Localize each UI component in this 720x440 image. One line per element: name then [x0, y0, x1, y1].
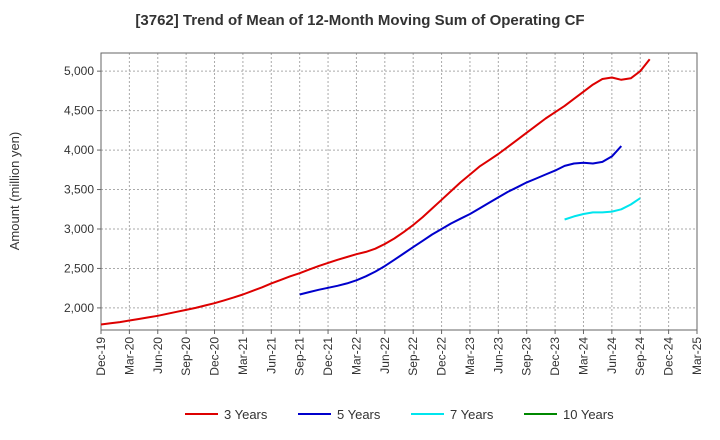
chart-title: [3762] Trend of Mean of 12-Month Moving … [135, 12, 585, 29]
x-tick-label: Mar-20 [122, 337, 136, 375]
y-axis-ticks: 2,000 2,500 3,000 3,500 4,000 4,500 5,000 [64, 64, 101, 315]
x-tick-label: Mar-22 [349, 337, 363, 375]
x-tick-label: Mar-25 [690, 337, 704, 375]
y-tick-label: 4,000 [64, 143, 94, 157]
x-tick-label: Jun-24 [605, 337, 619, 374]
x-tick-label: Jun-22 [378, 337, 392, 374]
x-tick-label: Sep-23 [520, 337, 534, 376]
legend-label: 3 Years [224, 407, 268, 422]
x-tick-label: Jun-21 [264, 337, 278, 374]
y-tick-label: 5,000 [64, 64, 94, 78]
x-tick-label: Sep-24 [633, 337, 647, 376]
series-line [564, 197, 641, 221]
x-tick-label: Mar-21 [236, 337, 250, 375]
legend-label: 7 Years [450, 407, 494, 422]
x-tick-label: Mar-23 [463, 337, 477, 375]
x-tick-label: Sep-20 [179, 337, 193, 376]
x-tick-label: Sep-21 [293, 337, 307, 376]
x-tick-label: Jun-20 [151, 337, 165, 374]
y-tick-label: 2,000 [64, 301, 94, 315]
plot-area [100, 52, 698, 331]
legend-label: 5 Years [337, 407, 381, 422]
series-line [299, 145, 623, 296]
y-axis-label: Amount (million yen) [7, 132, 22, 251]
x-tick-label: Jun-23 [491, 337, 505, 374]
x-tick-label: Dec-23 [548, 337, 562, 376]
legend-label: 10 Years [563, 407, 614, 422]
x-tick-label: Dec-24 [662, 337, 676, 376]
x-tick-label: Dec-19 [94, 337, 108, 376]
series-line [100, 58, 651, 326]
grid-lines [101, 53, 697, 330]
y-tick-label: 3,000 [64, 222, 94, 236]
y-tick-label: 4,500 [64, 104, 94, 118]
x-tick-label: Mar-24 [576, 337, 590, 375]
series-lines [100, 58, 651, 326]
y-tick-label: 2,500 [64, 261, 94, 275]
legend: 3 Years 5 Years 7 Years 10 Years [185, 407, 614, 422]
x-tick-label: Sep-22 [406, 337, 420, 376]
x-axis-ticks: Dec-19 Mar-20 Jun-20 Sep-20 Dec-20 Mar-21 Jun-… [94, 330, 704, 376]
x-tick-label: Dec-20 [208, 337, 222, 376]
y-tick-label: 3,500 [64, 183, 94, 197]
x-tick-label: Dec-22 [435, 337, 449, 376]
x-tick-label: Dec-21 [321, 337, 335, 376]
